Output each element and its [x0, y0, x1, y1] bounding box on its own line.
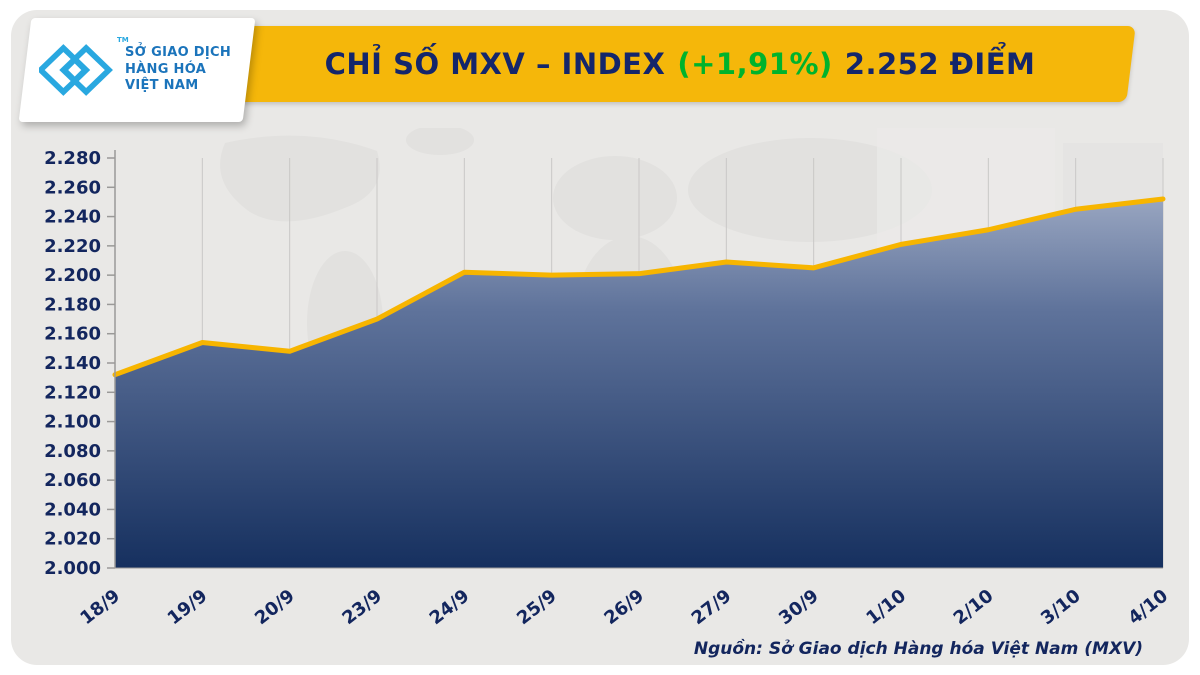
svg-text:2.040: 2.040 — [44, 499, 101, 520]
svg-text:2.100: 2.100 — [44, 412, 101, 433]
area-fill — [115, 199, 1163, 568]
index-line — [112, 196, 1166, 378]
svg-text:30/9: 30/9 — [775, 585, 823, 629]
trademark-label: TM — [117, 36, 129, 44]
mxv-logo-box: TM SỞ GIAO DỊCH HÀNG HÓA VIỆT NAM — [18, 18, 256, 122]
svg-text:2.200: 2.200 — [44, 265, 101, 286]
svg-text:2.120: 2.120 — [44, 382, 101, 403]
svg-text:26/9: 26/9 — [600, 585, 648, 629]
svg-text:2.160: 2.160 — [44, 324, 101, 345]
chart-panel: CHỈ SỐ MXV – INDEX (+1,91%) 2.252 ĐIỂM T… — [11, 10, 1189, 665]
svg-text:2/10: 2/10 — [950, 585, 998, 629]
svg-text:27/9: 27/9 — [688, 585, 736, 629]
svg-text:2.240: 2.240 — [44, 207, 101, 228]
title-banner: CHỈ SỐ MXV – INDEX (+1,91%) 2.252 ĐIỂM — [224, 26, 1136, 102]
svg-text:23/9: 23/9 — [338, 585, 386, 629]
svg-text:2.020: 2.020 — [44, 529, 101, 550]
svg-text:19/9: 19/9 — [164, 585, 212, 629]
svg-text:2.060: 2.060 — [44, 470, 101, 491]
svg-text:18/9: 18/9 — [76, 585, 124, 629]
logo-text: SỞ GIAO DỊCH HÀNG HÓA VIỆT NAM — [125, 45, 231, 96]
svg-text:2.220: 2.220 — [44, 236, 101, 257]
logo-line-3: VIỆT NAM — [125, 78, 199, 94]
index-title: CHỈ SỐ MXV – INDEX — [324, 47, 666, 81]
chart-area: 2.000 2.020 2.040 2.060 2.080 2.100 2.120 2.140… — [15, 125, 1175, 640]
index-value: 2.252 ĐIỂM — [844, 47, 1036, 81]
logo-line-1: SỞ GIAO DỊCH — [125, 44, 232, 60]
mxv-diamond-logo-icon — [39, 44, 113, 96]
index-change: (+1,91%) — [677, 47, 833, 81]
svg-text:2.000: 2.000 — [44, 558, 101, 579]
x-axis: 18/9 19/9 20/9 23/9 24/9 25/9 26/9 27/9 30/9 1/10… — [76, 585, 1172, 629]
svg-text:2.180: 2.180 — [44, 294, 101, 315]
svg-text:3/10: 3/10 — [1037, 585, 1085, 629]
svg-text:2.080: 2.080 — [44, 441, 101, 462]
svg-text:2.140: 2.140 — [44, 353, 101, 374]
source-caption: Nguồn: Sở Giao dịch Hàng hóa Việt Nam (M… — [693, 639, 1143, 659]
svg-text:20/9: 20/9 — [251, 585, 299, 629]
svg-text:2.260: 2.260 — [44, 177, 101, 198]
svg-text:24/9: 24/9 — [426, 585, 474, 629]
y-axis: 2.000 2.020 2.040 2.060 2.080 2.100 2.120 2.140… — [44, 148, 1163, 579]
index-area-chart: 2.000 2.020 2.040 2.060 2.080 2.100 2.120 2.140… — [44, 125, 1172, 629]
banner-title: CHỈ SỐ MXV – INDEX (+1,91%) 2.252 ĐIỂM — [229, 26, 1131, 102]
svg-text:1/10: 1/10 — [862, 585, 910, 629]
svg-text:25/9: 25/9 — [513, 585, 561, 629]
logo-line-2: HÀNG HÓA — [125, 61, 207, 77]
svg-text:2.280: 2.280 — [44, 148, 101, 169]
svg-text:4/10: 4/10 — [1124, 585, 1172, 629]
